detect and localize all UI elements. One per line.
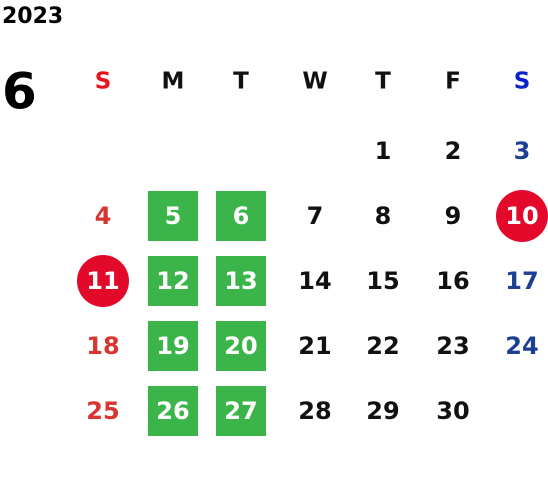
weekday-label: T [375,69,391,95]
day-number: 23 [436,332,469,360]
day-number: 30 [436,397,469,425]
weekday-label: W [302,69,327,95]
day-number: 17 [505,267,538,295]
day-number: 3 [514,137,531,165]
day-number: 26 [156,397,189,425]
highlight-square [216,321,266,371]
weekday-label: M [162,69,185,95]
day-number: 13 [224,267,257,295]
highlight-square [216,386,266,436]
day-number: 20 [224,332,257,360]
day-number: 5 [165,202,182,230]
weekday-label: S [514,69,531,95]
day-number: 29 [366,397,399,425]
day-number: 19 [156,332,189,360]
day-number: 14 [298,267,331,295]
day-number: 16 [436,267,469,295]
day-number: 9 [445,202,462,230]
weekday-label: S [95,69,112,95]
highlight-circle [496,190,548,242]
day-number: 2 [445,137,462,165]
highlight-square [148,386,198,436]
day-number: 8 [375,202,392,230]
day-number: 28 [298,397,331,425]
highlight-square [216,191,266,241]
day-number: 7 [307,202,324,230]
day-number: 1 [375,137,392,165]
day-number: 21 [298,332,331,360]
highlight-square [148,321,198,371]
weekday-label: T [233,69,249,95]
day-number: 4 [95,202,112,230]
highlight-square [148,191,198,241]
day-number: 24 [505,332,538,360]
highlight-circle [77,255,129,307]
highlight-square [216,256,266,306]
day-number: 12 [156,267,189,295]
day-number: 10 [505,202,538,230]
weekday-label: F [445,69,461,95]
year: 2023 [2,4,63,29]
highlight-square [148,256,198,306]
day-number: 22 [366,332,399,360]
day-number: 15 [366,267,399,295]
day-number: 18 [86,332,119,360]
month: 6 [2,63,37,121]
day-number: 25 [86,397,119,425]
day-number: 6 [233,202,250,230]
day-number: 27 [224,397,257,425]
day-number: 11 [86,267,119,295]
